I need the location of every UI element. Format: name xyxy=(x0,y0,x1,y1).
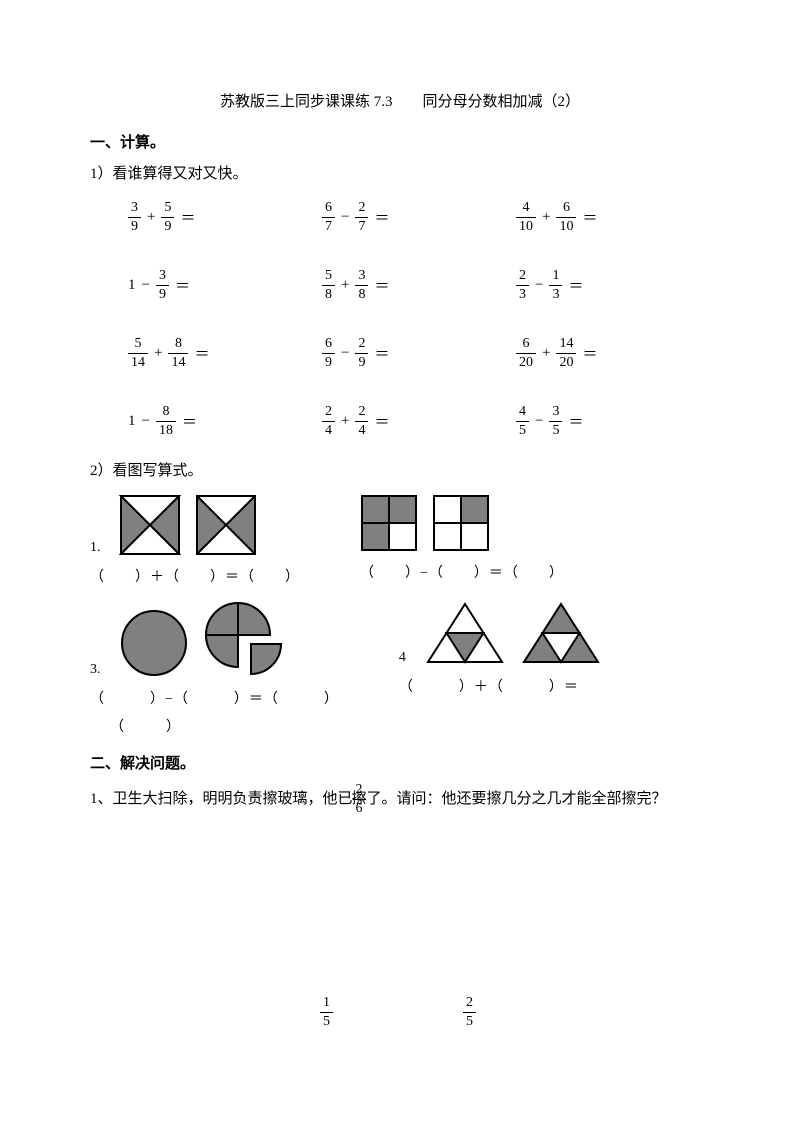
fig-label-4: 4 xyxy=(399,650,406,666)
sub-2: 2）看图写算式。 xyxy=(90,459,710,480)
calc-expr: 39+59＝ xyxy=(128,197,322,237)
eq-2: （ ）−（ ）＝（ ） xyxy=(360,562,564,582)
calc-expr: 58+38＝ xyxy=(322,265,516,305)
wp-pre: 1、卫生大扫除，明明负责擦玻璃，他已 xyxy=(90,791,353,807)
fig-label-3: 3. xyxy=(90,662,101,678)
figure-row-1: 1. （ ）＋（ ）＝（ ） （ ）−（ ）＝（ ） xyxy=(90,494,710,586)
triangle-1of4 xyxy=(424,600,506,666)
bf1n: 1 xyxy=(320,996,333,1012)
triangle-3of4 xyxy=(520,600,602,666)
calc-expr: 514+814＝ xyxy=(128,333,322,373)
calc-expr: 45−35＝ xyxy=(516,401,710,441)
wp-post: 。请问：他还要擦几分之几才能全部擦完？ xyxy=(382,791,667,807)
square-diag-half xyxy=(195,494,257,556)
word-problem-1: 1、卫生大扫除，明明负责擦玻璃，他已26擦了。请问：他还要擦几分之几才能全部擦完… xyxy=(90,783,710,816)
calc-grid: 39+59＝67−27＝410+610＝ 1−39＝58+38＝23−13＝ 514… xyxy=(128,197,710,441)
eq-1: （ ）＋（ ）＝（ ） xyxy=(90,566,300,586)
circle-3quarters xyxy=(203,600,285,678)
calc-expr: 69−29＝ xyxy=(322,333,516,373)
square-4-3shaded xyxy=(360,494,418,552)
section-1-head: 一、计算。 xyxy=(90,131,710,152)
calc-expr: 620+1420＝ xyxy=(516,333,710,373)
calc-expr: 1−818＝ xyxy=(128,401,322,441)
bottom-fracs: 15 25 xyxy=(320,996,710,1029)
circle-full xyxy=(119,608,189,678)
eq-3: （ ）−（ ）＝（ ） xyxy=(90,688,339,708)
calc-expr: 67−27＝ xyxy=(322,197,516,237)
bf2n: 2 xyxy=(463,996,476,1012)
eq-4: （ ）＋（ ）＝ xyxy=(399,676,602,696)
calc-expr: 410+610＝ xyxy=(516,197,710,237)
bf2d: 5 xyxy=(463,1012,476,1029)
fig-label-1: 1. xyxy=(90,540,101,556)
page-title: 苏教版三上同步课课练 7.3 同分母分数相加减（2） xyxy=(90,90,710,111)
square-4-1shaded xyxy=(432,494,490,552)
section-2-head: 二、解决问题。 xyxy=(90,752,710,773)
sub-1: 1）看谁算得又对又快。 xyxy=(90,162,710,183)
wp-mid: 擦了 xyxy=(352,791,382,807)
bf1d: 5 xyxy=(320,1012,333,1029)
figure-row-2: 3. （ ）−（ ）＝（ ） 4 （ ）＋（ ）＝ xyxy=(90,600,710,708)
calc-expr: 1−39＝ xyxy=(128,265,322,305)
eq-4-cont: （ ） xyxy=(110,716,710,736)
calc-expr: 23−13＝ xyxy=(516,265,710,305)
calc-expr: 24+24＝ xyxy=(322,401,516,441)
square-diag-full xyxy=(119,494,181,556)
